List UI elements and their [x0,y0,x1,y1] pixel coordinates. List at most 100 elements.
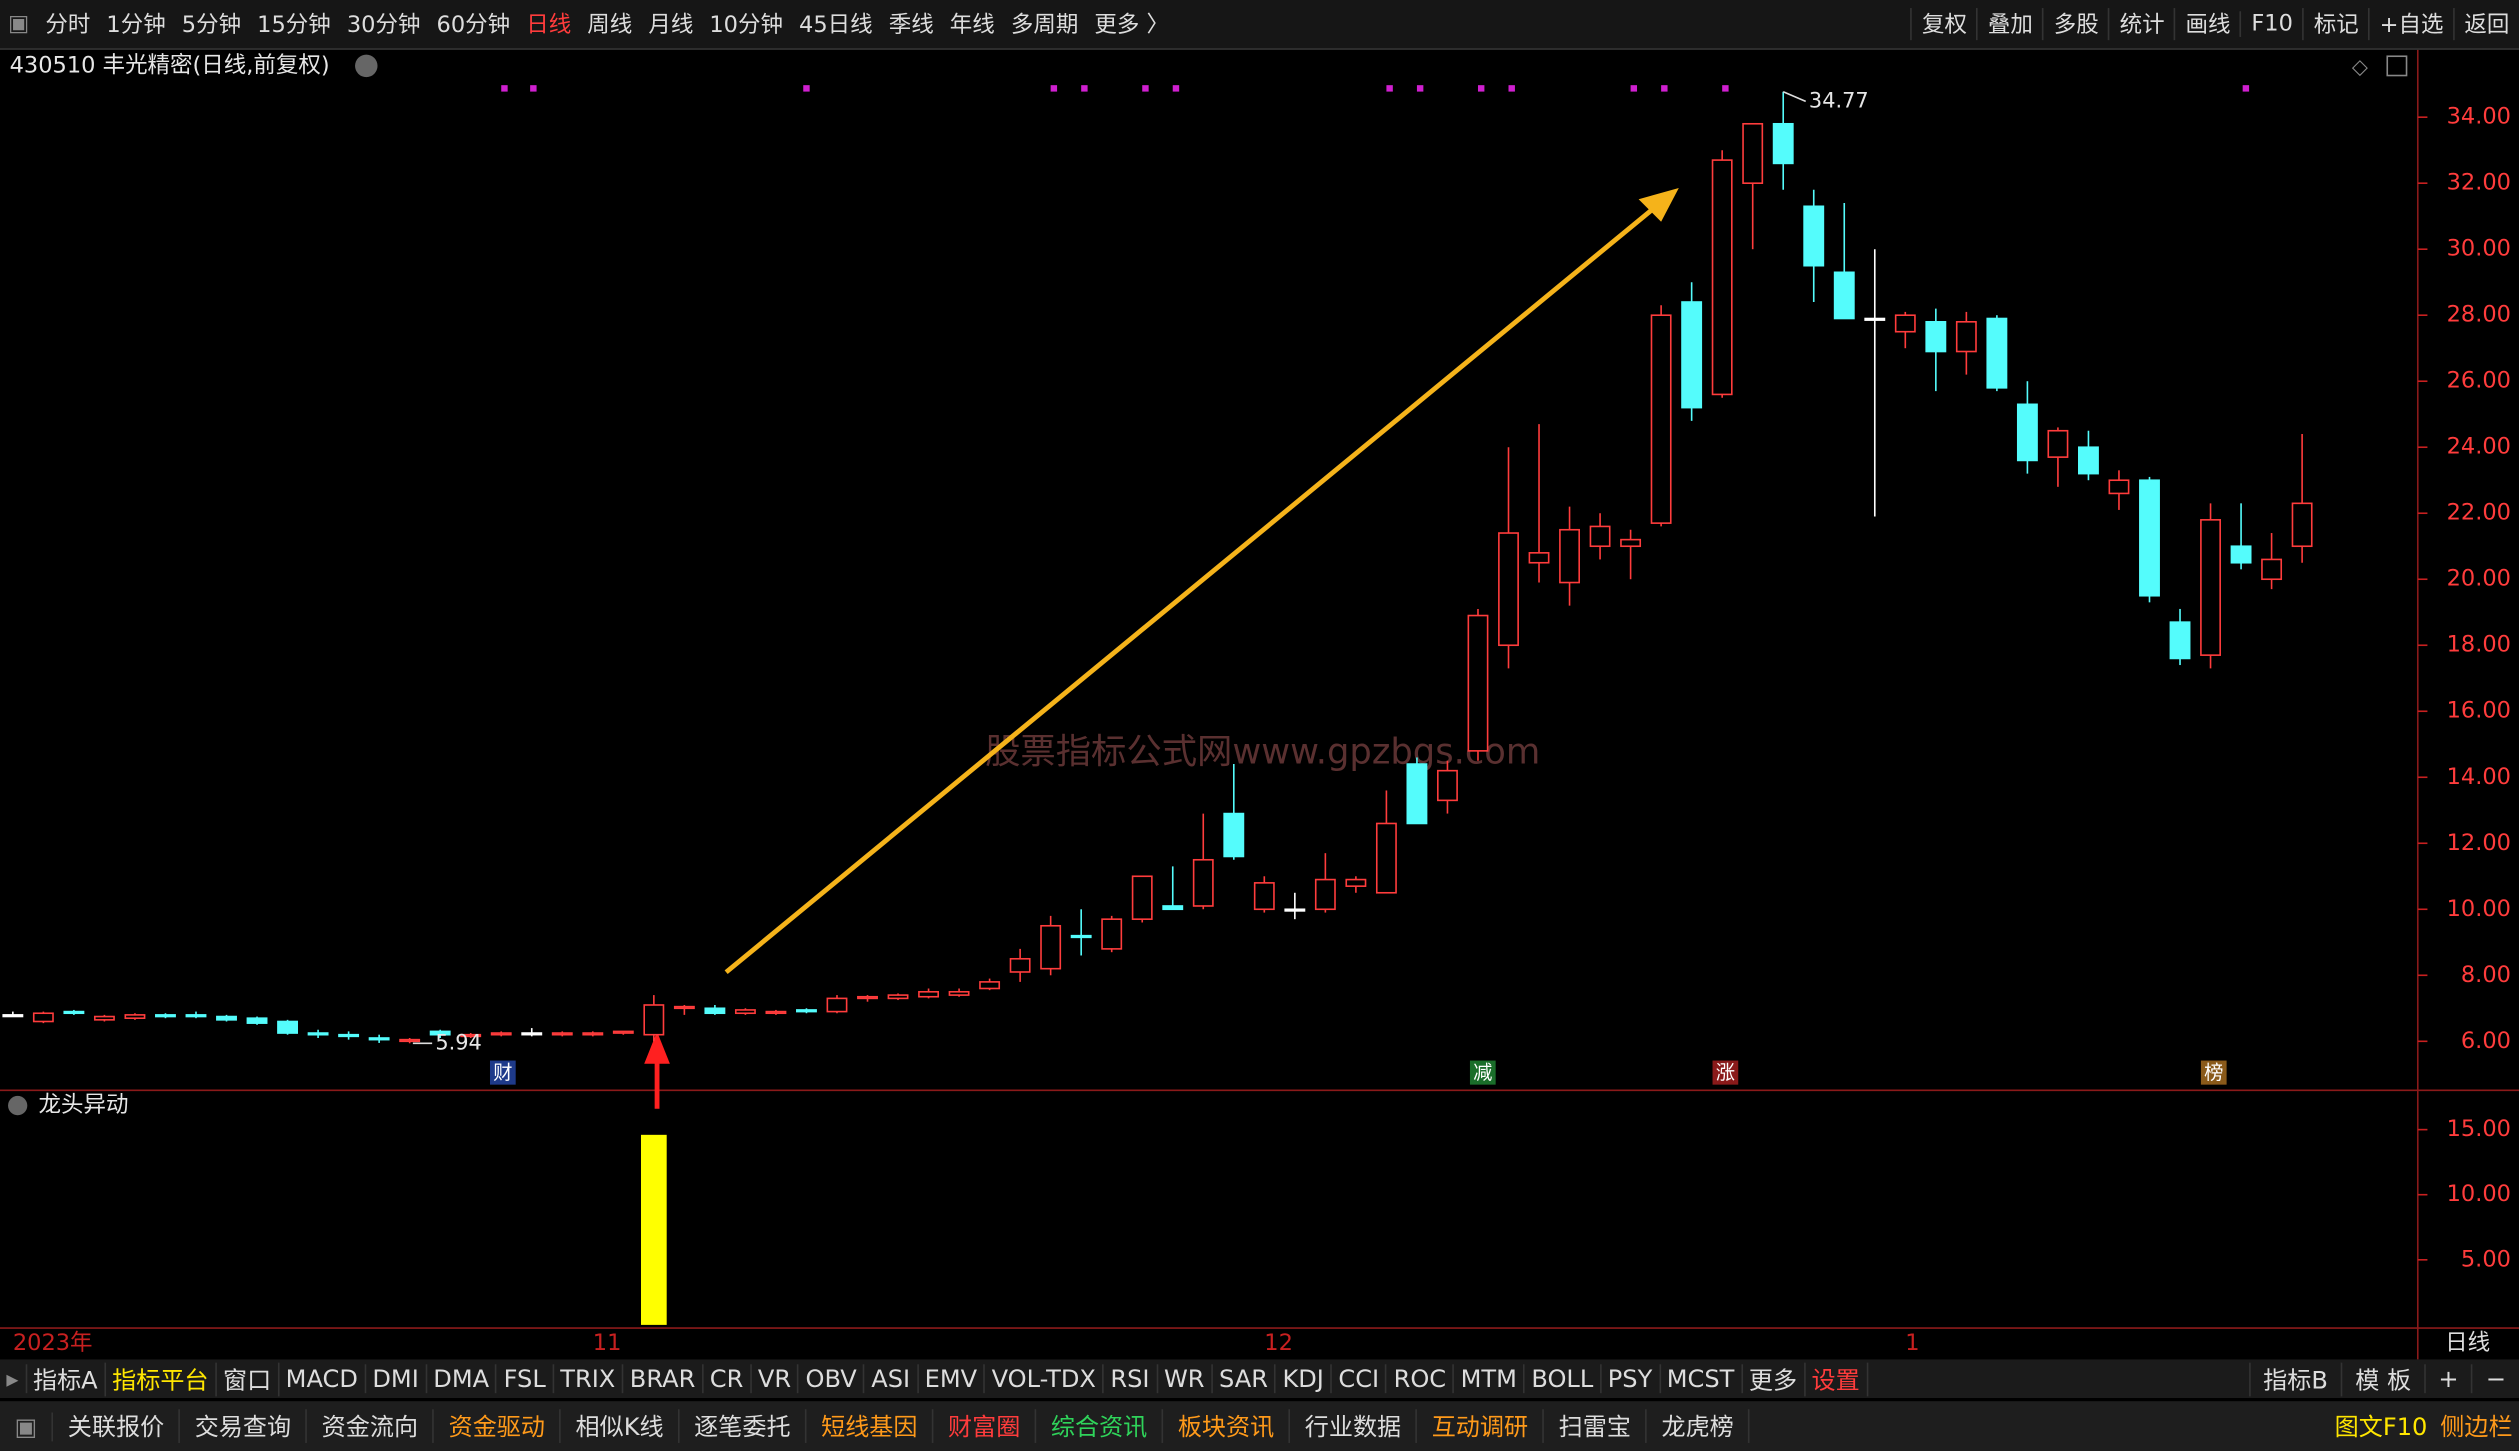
tab[interactable]: 45日线 [799,12,873,39]
badge: 财 [493,1061,512,1084]
tab[interactable]: +自选 [2368,8,2453,41]
signal-dots [501,85,2250,92]
tab[interactable]: 交易查询 [180,1409,308,1443]
tab[interactable]: 设置 [1805,1361,1868,1396]
tab[interactable]: 统计 [2108,8,2174,41]
candle-body [2,1014,24,1018]
tab[interactable]: EMV [918,1364,986,1394]
tab[interactable]: 季线 [888,12,934,39]
tab[interactable]: TRIX [554,1364,624,1394]
tab[interactable]: 资金驱动 [434,1409,562,1443]
menu-icon[interactable]: ▣ [0,1411,54,1441]
tab[interactable]: 多股 [2042,8,2108,41]
tab[interactable]: MCST [1660,1364,1743,1394]
candle-body [1192,858,1214,907]
tab[interactable]: 模 板 [2340,1361,2424,1396]
tab[interactable]: 更多 〉 [1094,12,1170,39]
arrow-head [644,1031,670,1064]
tab[interactable]: 叠加 [1976,8,2043,41]
tab[interactable]: 月线 [648,12,694,39]
period-bar: ▣ 分时 1分钟 5分钟 15分钟 30分钟 60分钟 日线 周线 月线 10分钟 45日线 季线 年线多… [0,0,2519,50]
tab[interactable]: DMI [366,1364,427,1394]
tab[interactable]: 逐笔委托 [680,1409,807,1443]
tab[interactable]: BRAR [623,1364,704,1394]
tab[interactable]: CR [703,1364,752,1394]
tab[interactable]: OBV [799,1364,865,1394]
tab[interactable]: 5分钟 [181,12,242,39]
tab[interactable]: 多周期 [1010,12,1079,39]
candle-body [612,1030,634,1034]
tab[interactable]: 分时 [45,12,91,39]
icon[interactable] [2386,55,2408,77]
collapse-icon[interactable] [8,1095,28,1116]
tab[interactable]: 更多 [1742,1361,1806,1396]
candle-body [857,995,878,1000]
tab[interactable]: 短线基因 [807,1409,934,1443]
tab[interactable]: 财富圈 [934,1409,1037,1443]
tab[interactable]: 互动调研 [1417,1409,1545,1443]
tab[interactable]: 15分钟 [257,12,331,39]
tab[interactable]: 扫雷宝 [1544,1409,1648,1443]
tab[interactable]: 10分钟 [709,12,783,39]
menu-icon[interactable]: ▸ [0,1364,27,1394]
y-tick-label: 14.00 [2447,764,2511,790]
tab[interactable]: 相似K线 [561,1409,680,1443]
tab[interactable]: 复权 [1910,8,1977,41]
y-tick-label: 32.00 [2447,170,2511,196]
tab[interactable]: RSI [1104,1364,1158,1394]
tab[interactable]: − [2471,1364,2519,1394]
tab[interactable]: DMA [427,1364,498,1394]
tab[interactable]: 侧边栏 [2440,1412,2513,1442]
indicator-title: 龙头异动 [39,1092,129,1118]
tab[interactable]: 综合资讯 [1036,1409,1164,1443]
menu-icon[interactable]: ▣ [8,11,30,37]
tab[interactable]: 1分钟 [106,12,166,39]
tab[interactable]: 指标平台 [106,1361,217,1396]
tab[interactable]: 板块资讯 [1163,1409,1291,1443]
tab[interactable]: 龙虎榜 [1647,1409,1750,1443]
tab[interactable]: BOLL [1525,1364,1602,1394]
tab[interactable]: 指标B [2248,1361,2341,1396]
tab[interactable]: 指标A [27,1361,106,1396]
candle-body [734,1009,756,1015]
tab[interactable]: 周线 [587,12,633,39]
tab[interactable]: KDJ [1276,1364,1332,1394]
y-tick-label: 28.00 [2447,302,2511,328]
tab[interactable]: CCI [1332,1364,1388,1394]
tab[interactable]: FSL [497,1364,554,1394]
tab[interactable]: VOL-TDX [985,1364,1104,1394]
tab[interactable]: 返回 [2453,8,2519,41]
tab[interactable]: ASI [865,1364,919,1394]
tab[interactable]: F10 [2240,11,2302,37]
tab[interactable]: 标记 [2302,8,2369,41]
y-tick-label: 10.00 [2447,896,2511,922]
tab[interactable]: 关联报价 [53,1409,181,1443]
y-tick-label: 8.00 [2461,962,2511,988]
candle-body [2016,403,2038,462]
tab[interactable]: 日线 [526,12,572,39]
candle-body [1162,905,1184,911]
tab[interactable]: + [2423,1364,2472,1394]
dropdown-icon[interactable] [355,54,378,78]
tab[interactable]: VR [751,1364,800,1394]
tab[interactable]: 图文F10 [2334,1412,2428,1442]
tab[interactable]: MTM [1454,1364,1525,1394]
icon[interactable]: ◇ [2352,54,2368,78]
candle-body [1040,924,1062,970]
tab[interactable]: ROC [1387,1364,1455,1394]
tab[interactable]: PSY [1601,1364,1661,1394]
candle-body [1528,552,1550,564]
tab[interactable]: SAR [1213,1364,1277,1394]
x-tick-label: 2023年 [13,1330,93,1356]
tab[interactable]: 30分钟 [346,12,421,39]
tab[interactable]: MACD [279,1364,366,1394]
candle-body [216,1015,237,1021]
tab[interactable]: WR [1158,1364,1213,1394]
tab[interactable]: 窗口 [217,1361,280,1396]
tab[interactable]: 年线 [949,12,995,39]
candle-body [124,1014,146,1019]
tab[interactable]: 画线 [2174,8,2240,41]
tab[interactable]: 60分钟 [436,12,511,39]
tab[interactable]: 行业数据 [1290,1409,1418,1443]
tab[interactable]: 资金流向 [307,1409,435,1443]
